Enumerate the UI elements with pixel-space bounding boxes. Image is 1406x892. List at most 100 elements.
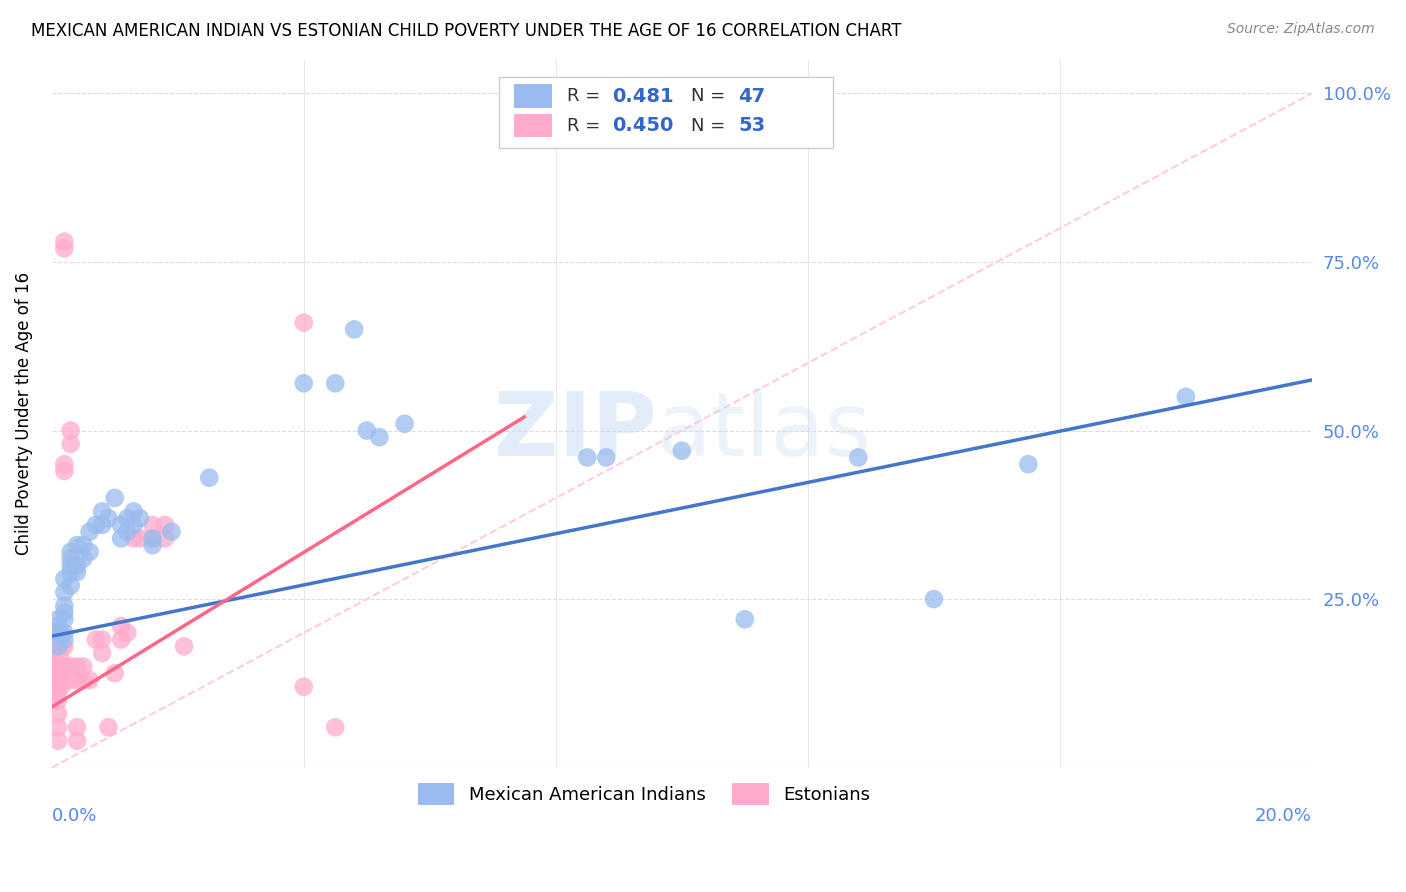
Text: MEXICAN AMERICAN INDIAN VS ESTONIAN CHILD POVERTY UNDER THE AGE OF 16 CORRELATIO: MEXICAN AMERICAN INDIAN VS ESTONIAN CHIL… [31, 22, 901, 40]
FancyBboxPatch shape [515, 114, 553, 137]
Point [79, 673, 101, 687]
Point [394, 417, 416, 431]
Point [59, 673, 82, 687]
Point [72, 659, 94, 673]
Point [59, 565, 82, 579]
Point [53, 659, 76, 673]
Point [53, 242, 76, 256]
Y-axis label: Child Poverty Under the Age of 16: Child Poverty Under the Age of 16 [15, 272, 32, 555]
Point [292, 376, 315, 391]
Point [142, 532, 165, 546]
Point [46, 619, 69, 633]
Point [46, 733, 69, 747]
Point [51, 653, 73, 667]
Point [46, 666, 69, 681]
Point [46, 625, 69, 640]
Point [53, 606, 76, 620]
Point [51, 625, 73, 640]
Point [44, 640, 66, 654]
Point [173, 640, 195, 654]
Point [72, 551, 94, 566]
Point [142, 538, 165, 552]
Point [160, 524, 183, 539]
Point [59, 424, 82, 438]
Point [122, 504, 145, 518]
Point [59, 551, 82, 566]
Point [51, 680, 73, 694]
Point [323, 376, 346, 391]
Point [59, 579, 82, 593]
Point [46, 693, 69, 707]
Point [368, 430, 391, 444]
Point [153, 517, 176, 532]
Point [117, 625, 139, 640]
Text: ZIP: ZIP [494, 388, 657, 475]
Point [129, 532, 152, 546]
Text: atlas: atlas [657, 388, 872, 475]
Point [323, 720, 346, 734]
Text: 53: 53 [738, 116, 766, 136]
Point [117, 524, 139, 539]
Text: 0.481: 0.481 [613, 87, 673, 105]
Point [45, 673, 67, 687]
Point [53, 612, 76, 626]
Point [142, 517, 165, 532]
Text: R =: R = [567, 87, 606, 105]
Point [45, 686, 67, 700]
Point [97, 511, 120, 525]
Point [91, 632, 114, 647]
FancyBboxPatch shape [515, 85, 553, 108]
Text: Source: ZipAtlas.com: Source: ZipAtlas.com [1227, 22, 1375, 37]
Point [53, 464, 76, 478]
Point [66, 659, 89, 673]
Text: R =: R = [567, 117, 606, 135]
Text: N =: N = [690, 87, 731, 105]
Point [110, 532, 132, 546]
FancyBboxPatch shape [499, 78, 832, 148]
Point [292, 680, 315, 694]
Point [59, 558, 82, 573]
Point [104, 491, 127, 505]
Point [66, 538, 89, 552]
Point [846, 450, 869, 465]
Point [292, 316, 315, 330]
Point [110, 619, 132, 633]
Point [59, 545, 82, 559]
Point [79, 524, 101, 539]
Point [51, 640, 73, 654]
Point [72, 538, 94, 552]
Point [91, 646, 114, 660]
Point [153, 532, 176, 546]
Point [46, 680, 69, 694]
Point [66, 565, 89, 579]
Point [51, 666, 73, 681]
Point [72, 673, 94, 687]
Point [66, 720, 89, 734]
Point [142, 532, 165, 546]
Point [46, 640, 69, 654]
Point [734, 612, 756, 626]
Legend: Mexican American Indians, Estonians: Mexican American Indians, Estonians [411, 775, 877, 812]
Text: 20.0%: 20.0% [1256, 806, 1312, 824]
Point [110, 632, 132, 647]
Point [53, 599, 76, 613]
Point [91, 504, 114, 518]
Point [53, 572, 76, 586]
Point [59, 659, 82, 673]
Point [44, 653, 66, 667]
Point [922, 592, 945, 607]
Point [671, 443, 693, 458]
Point [198, 471, 221, 485]
Point [84, 517, 107, 532]
Point [110, 517, 132, 532]
Text: N =: N = [690, 117, 731, 135]
Point [1174, 390, 1197, 404]
Point [46, 706, 69, 721]
Point [640, 113, 662, 128]
Text: 0.0%: 0.0% [52, 806, 97, 824]
Point [66, 733, 89, 747]
Point [53, 632, 76, 647]
Point [53, 457, 76, 471]
Point [343, 322, 366, 336]
Point [79, 545, 101, 559]
